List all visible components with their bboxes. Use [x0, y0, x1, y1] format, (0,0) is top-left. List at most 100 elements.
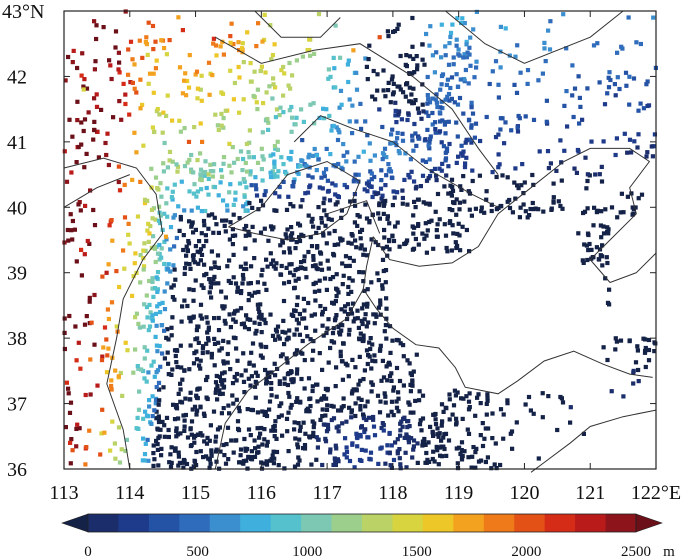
station-marker — [380, 124, 385, 130]
station-marker — [408, 389, 413, 394]
station-marker — [82, 117, 88, 122]
station-marker — [101, 345, 106, 350]
station-marker — [295, 462, 301, 467]
station-marker — [230, 145, 235, 150]
station-marker — [457, 53, 462, 58]
station-marker — [372, 433, 378, 438]
station-marker — [202, 273, 207, 278]
station-marker — [194, 357, 200, 362]
station-marker — [245, 407, 250, 412]
station-marker — [182, 418, 187, 423]
station-marker — [510, 210, 515, 215]
station-marker — [617, 86, 622, 92]
station-marker — [565, 124, 570, 129]
station-marker — [423, 221, 428, 226]
station-marker — [340, 377, 345, 382]
station-marker — [227, 312, 232, 317]
station-marker — [313, 280, 318, 285]
station-marker — [186, 239, 191, 244]
station-marker — [536, 207, 541, 212]
station-marker — [462, 449, 467, 454]
station-marker — [448, 183, 453, 188]
station-marker — [415, 106, 421, 111]
station-marker — [462, 199, 467, 204]
station-marker — [169, 445, 174, 450]
station-marker — [273, 327, 279, 332]
station-marker — [138, 106, 143, 111]
station-marker — [264, 380, 269, 385]
station-marker — [179, 179, 184, 184]
station-marker — [240, 168, 245, 173]
station-marker — [260, 409, 265, 414]
station-marker — [600, 263, 605, 268]
station-marker — [400, 424, 405, 429]
station-marker — [304, 275, 309, 280]
station-marker — [269, 381, 274, 386]
station-marker — [213, 112, 218, 117]
station-marker — [348, 307, 353, 312]
station-marker — [193, 433, 198, 438]
station-marker — [86, 110, 91, 115]
station-marker — [186, 85, 192, 90]
station-marker — [377, 35, 382, 40]
station-marker — [260, 267, 265, 272]
station-marker — [191, 170, 196, 175]
station-marker — [187, 315, 192, 320]
station-marker — [379, 168, 384, 173]
station-marker — [462, 52, 467, 57]
station-marker — [525, 215, 530, 220]
station-marker — [313, 298, 318, 303]
station-marker — [636, 196, 641, 201]
station-marker — [114, 269, 119, 274]
station-marker — [241, 321, 246, 326]
station-marker — [169, 285, 174, 290]
station-marker — [66, 54, 71, 60]
station-marker — [109, 383, 114, 389]
station-marker — [355, 308, 360, 313]
station-marker — [127, 241, 132, 246]
station-marker — [518, 70, 523, 75]
station-marker — [256, 306, 261, 311]
station-marker — [206, 336, 211, 341]
station-marker — [253, 183, 258, 188]
station-marker — [265, 264, 270, 269]
station-marker — [396, 22, 401, 27]
station-marker — [316, 12, 322, 17]
station-marker — [505, 175, 510, 180]
station-marker — [161, 161, 166, 166]
station-marker — [332, 242, 337, 247]
station-marker — [346, 79, 351, 85]
station-marker — [500, 116, 505, 121]
station-marker — [594, 245, 599, 250]
station-marker — [387, 221, 392, 226]
station-marker — [531, 117, 537, 122]
station-marker — [203, 233, 208, 238]
station-marker — [614, 136, 619, 141]
station-marker — [355, 444, 360, 449]
station-marker — [364, 348, 370, 353]
station-marker — [171, 283, 176, 288]
station-marker — [136, 321, 141, 326]
station-marker — [335, 137, 341, 143]
station-marker — [545, 149, 551, 154]
station-marker — [208, 423, 213, 428]
station-marker — [548, 161, 553, 166]
station-marker — [219, 111, 224, 116]
station-marker — [74, 358, 79, 363]
station-marker — [340, 323, 345, 328]
station-marker — [447, 207, 452, 212]
station-marker — [439, 423, 444, 428]
station-marker — [382, 329, 387, 334]
station-marker — [176, 454, 181, 459]
station-marker — [143, 441, 148, 446]
station-marker — [203, 208, 208, 214]
station-marker — [489, 208, 494, 214]
station-marker — [221, 116, 226, 121]
station-marker — [440, 419, 445, 424]
station-marker — [151, 234, 156, 239]
station-marker — [413, 205, 418, 210]
station-marker — [293, 122, 298, 127]
station-marker — [96, 155, 101, 160]
station-marker — [437, 129, 443, 134]
station-marker — [447, 141, 452, 147]
